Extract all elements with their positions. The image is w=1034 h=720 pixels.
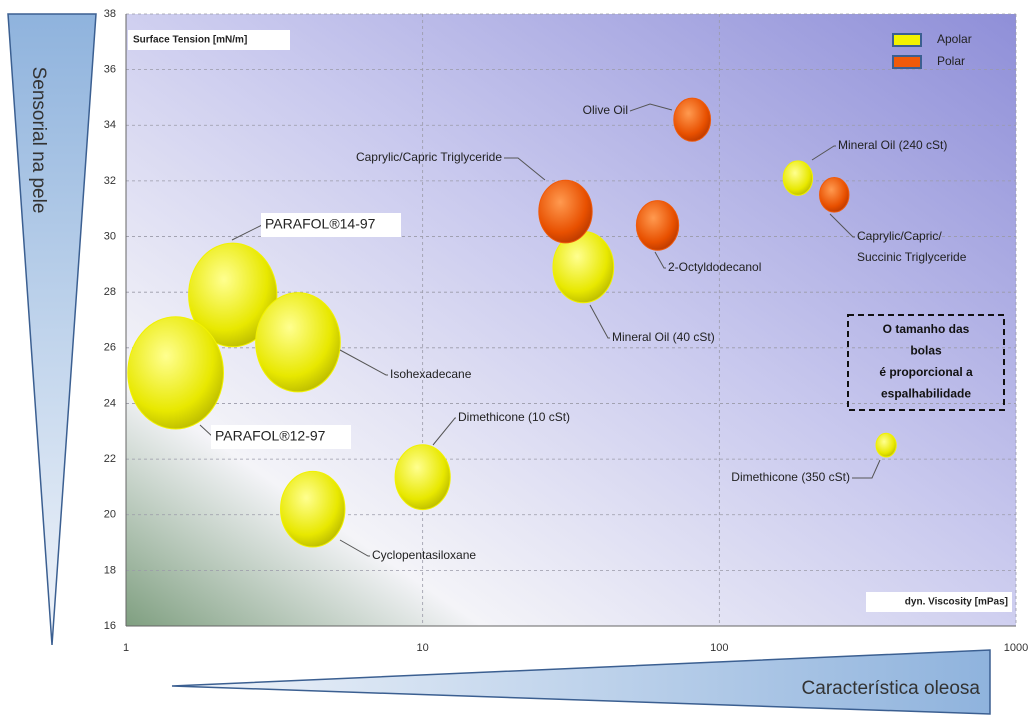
y-tick-label: 28	[104, 286, 116, 298]
left-arrow	[7, 13, 97, 646]
leader-line	[829, 213, 855, 238]
x-tick-label: 100	[710, 642, 728, 654]
leader-line	[339, 539, 370, 557]
left-arrow-label: Sensorial na pele	[28, 67, 49, 214]
bubble-label: Dimethicone (10 cSt)	[458, 410, 570, 424]
bubble-label: 2-Octyldodecanol	[668, 260, 761, 274]
bubble	[394, 444, 451, 511]
leader-line	[629, 103, 673, 112]
bottom-arrow	[171, 649, 991, 715]
y-tick-label: 18	[104, 564, 116, 576]
note-line: bolas	[910, 344, 942, 358]
bubble-label: Mineral Oil (240 cSt)	[838, 138, 947, 152]
y-tick-label: 34	[104, 119, 116, 131]
y-tick-label: 24	[104, 397, 116, 409]
bubble	[188, 242, 278, 348]
legend-label: Polar	[937, 54, 965, 68]
note-line: O tamanho das	[883, 322, 970, 336]
bubble-label: Cyclopentasiloxane	[372, 548, 476, 562]
leader-line	[504, 157, 546, 181]
y-tick-label: 32	[104, 175, 116, 187]
label-box	[261, 213, 401, 237]
y-axis-label: Surface Tension [mN/m]	[133, 35, 247, 46]
bubble-label: Dimethicone (350 cSt)	[731, 470, 850, 484]
leader-line	[339, 349, 388, 376]
bottom-arrow-label: Característica oleosa	[802, 678, 981, 699]
legend-label: Apolar	[937, 32, 972, 46]
leader-line	[811, 145, 836, 161]
y-label-box	[128, 30, 290, 50]
x-label-box	[866, 592, 1012, 612]
bubble	[819, 177, 850, 213]
bubble-label: Olive Oil	[583, 103, 628, 117]
legend-swatch	[892, 55, 922, 69]
y-tick-label: 20	[104, 509, 116, 521]
note-line: espalhabilidade	[881, 387, 971, 401]
x-tick-label: 1000	[1004, 642, 1028, 654]
x-tick-label: 1	[123, 642, 129, 654]
y-tick-label: 38	[104, 8, 116, 20]
note-line: é proporcional a	[879, 365, 973, 379]
bubble	[635, 200, 680, 251]
bubble-label: PARAFOL®14-97	[265, 216, 376, 232]
leader-line	[432, 417, 456, 446]
bubble	[255, 292, 341, 393]
leader-line	[654, 251, 666, 269]
label-box	[211, 425, 351, 449]
bubble	[782, 160, 814, 196]
x-axis-label: dyn. Viscosity [mPas]	[905, 597, 1008, 608]
x-tick-label: 10	[417, 642, 429, 654]
y-tick-label: 16	[104, 620, 116, 632]
leader-line	[589, 304, 610, 339]
bubble	[875, 432, 897, 458]
y-tick-label: 36	[104, 64, 116, 76]
bubble-label: Caprylic/Capric Triglyceride	[356, 150, 502, 164]
legend-swatch	[892, 33, 922, 47]
bubble-label: Isohexadecane	[390, 367, 472, 381]
leader-line	[199, 424, 214, 438]
bubble-label: Mineral Oil (40 cSt)	[612, 330, 715, 344]
leader-line	[852, 459, 881, 479]
bubble	[538, 179, 593, 244]
bubble	[127, 316, 224, 430]
note-box	[847, 314, 1005, 411]
y-tick-label: 30	[104, 230, 116, 242]
bubble-label: Caprylic/Capric/	[857, 229, 942, 243]
bubble	[673, 97, 712, 142]
y-tick-label: 22	[104, 453, 116, 465]
bubble-label: Succinic Triglyceride	[857, 250, 967, 264]
y-tick-label: 26	[104, 342, 116, 354]
bubble-label: PARAFOL®12-97	[215, 428, 326, 444]
bubble	[280, 470, 346, 548]
